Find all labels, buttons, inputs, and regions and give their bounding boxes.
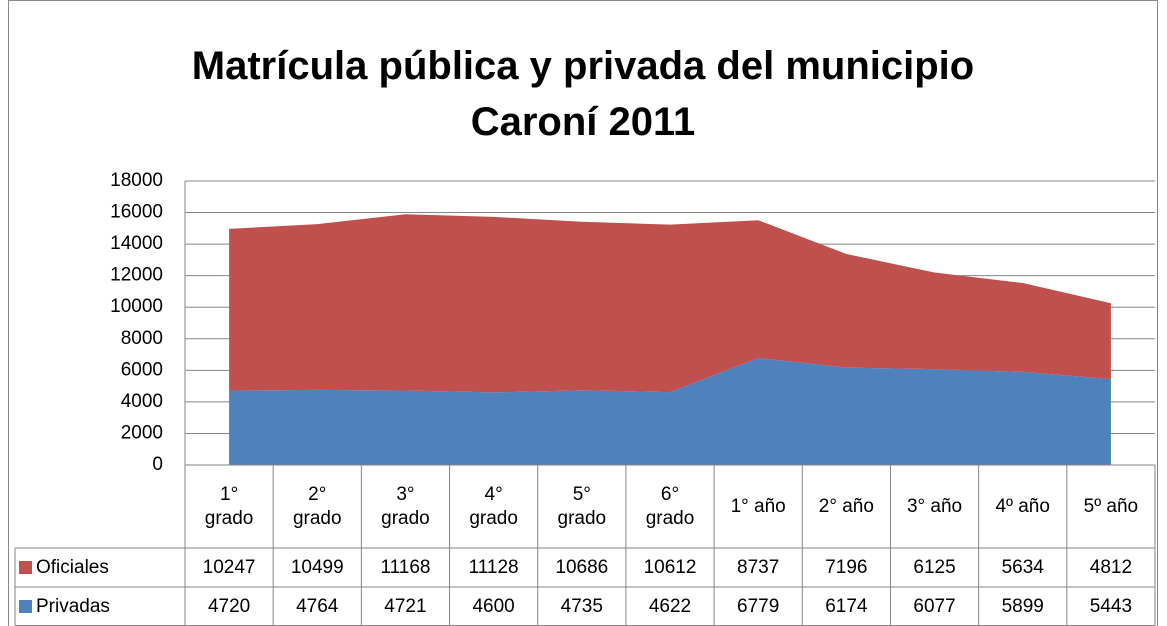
table-value: 10686: [555, 556, 609, 578]
table-value: 4720: [207, 595, 251, 617]
category-label: 5º año: [1083, 495, 1139, 517]
table-value: 10499: [290, 556, 344, 578]
table-value: 11168: [380, 556, 431, 578]
legend-label: Oficiales: [36, 556, 109, 578]
table-value: 4735: [560, 595, 603, 617]
table-value: 5899: [1001, 595, 1044, 617]
table-value: 11128: [468, 556, 519, 578]
category-label: 1° grado: [204, 483, 254, 529]
y-tick-label: 14000: [110, 233, 163, 254]
y-tick-label: 8000: [121, 328, 163, 349]
y-tick-label: 4000: [121, 391, 163, 412]
table-value: 6125: [913, 556, 956, 578]
category-label: 4° grado: [469, 483, 518, 529]
category-label: 2° año: [818, 495, 874, 517]
table-value: 5634: [1001, 556, 1044, 578]
category-label: 1° año: [730, 495, 786, 517]
legend-entry: Privadas: [15, 587, 185, 626]
table-value: 10247: [202, 556, 256, 578]
table-value: 4764: [296, 595, 339, 617]
area: [229, 214, 1111, 393]
table-value: 5443: [1089, 595, 1133, 617]
table-value: 6174: [825, 595, 868, 617]
table-value: 8737: [737, 556, 780, 578]
table-value: 4600: [472, 595, 515, 617]
table-value: 6779: [737, 595, 780, 617]
y-tick-label: 12000: [110, 265, 163, 286]
category-label: 3° año: [906, 495, 963, 517]
table-value: 4721: [384, 595, 427, 617]
legend-swatch: [19, 561, 32, 574]
legend-entry: Oficiales: [15, 548, 185, 587]
category-label: 6° grado: [645, 483, 695, 529]
table-value: 7196: [825, 556, 868, 578]
category-label: 3° grado: [381, 483, 430, 529]
category-label: 5° grado: [557, 483, 607, 529]
table-value: 4622: [648, 595, 692, 617]
y-tick-label: 6000: [121, 359, 163, 380]
table-value: 6077: [913, 595, 956, 617]
chart-title: Matrícula pública y privada del municipi…: [191, 44, 975, 144]
area: [229, 358, 1111, 465]
category-label: 4º año: [995, 495, 1050, 517]
legend-swatch: [19, 600, 32, 613]
table-value: 10612: [643, 556, 697, 578]
y-tick-label: 10000: [110, 296, 163, 317]
y-tick-label: 2000: [121, 422, 163, 443]
chart-frame: [8, 0, 1158, 626]
y-tick-label: 0: [152, 454, 163, 475]
legend-label: Privadas: [36, 595, 110, 617]
table-value: 4812: [1089, 556, 1133, 578]
y-tick-label: 18000: [110, 170, 163, 191]
category-label: 2° grado: [292, 483, 342, 529]
y-tick-label: 16000: [110, 202, 163, 223]
